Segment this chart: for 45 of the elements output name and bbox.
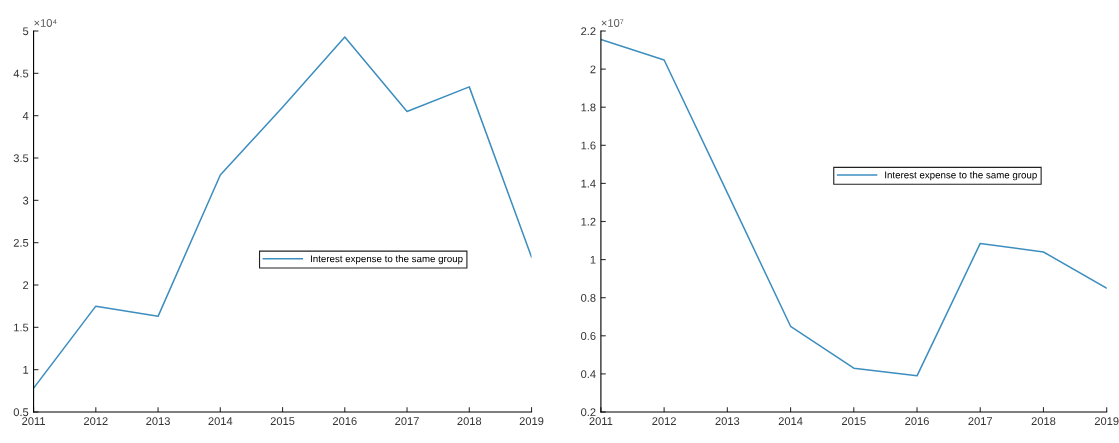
text: ×10⁴ [34, 19, 57, 27]
y-tick-label: 4.5 [13, 69, 29, 78]
x-tick-label: 2015 [270, 417, 295, 426]
y-tick-label: 0.6 [581, 332, 596, 340]
x-tick-label: 2012 [84, 417, 108, 426]
x-tick-label: 2019 [519, 417, 544, 426]
y-tick-label: 1.2 [581, 217, 596, 226]
y-tick-label: 1.6 [581, 141, 596, 150]
y-tick-label: 1.8 [581, 103, 596, 112]
y-tick-label: 2.5 [13, 238, 29, 247]
line-series [33, 36, 532, 390]
x-tick-label: 2013 [715, 417, 740, 426]
x-tick-label: 2012 [652, 417, 676, 426]
y-tick-label: 0.2 [581, 408, 596, 417]
x-tick-label: 2018 [1031, 417, 1056, 426]
y-tick-label: 1.5 [14, 323, 29, 332]
x-tick-label: 2014 [208, 417, 233, 426]
x-tick-label: 2014 [778, 417, 803, 426]
x-tick-label: 2011 [22, 417, 45, 426]
x-tick-label: 2013 [146, 417, 170, 426]
legend-label: Interest expense to the same group [885, 171, 1037, 181]
y-tick-label: 0.5 [13, 408, 29, 417]
line-series [600, 38, 1107, 377]
y-tick-label: 0.4 [581, 370, 596, 379]
y-tick-label: 2 [23, 281, 29, 290]
text: ×10⁷ [601, 19, 624, 27]
y-tick-label: 1 [23, 366, 29, 374]
y-tick-label: 5 [22, 27, 29, 36]
y-tick-label: 2.2 [581, 27, 596, 36]
y-tick-label: 1 [590, 255, 596, 264]
y-tick-label: 3 [22, 196, 29, 205]
x-tick-label: 2017 [968, 417, 993, 426]
y-tick-label: 2 [590, 65, 596, 74]
x-tick-label: 2011 [589, 417, 613, 426]
x-tick-label: 2018 [457, 417, 482, 426]
x-tick-label: 2015 [842, 417, 866, 426]
x-tick-label: 2016 [332, 417, 357, 426]
y-tick-label: 3.5 [13, 154, 29, 163]
x-tick-label: 2017 [395, 417, 419, 426]
y-tick-label: 0.8 [581, 293, 596, 302]
y-tick-label: 1.4 [581, 179, 596, 188]
y-tick-label: 4 [22, 112, 29, 120]
x-tick-label: 2016 [905, 417, 929, 426]
x-tick-label: 2019 [1094, 417, 1119, 426]
legend-label: Interest expense to the same group [310, 255, 463, 265]
